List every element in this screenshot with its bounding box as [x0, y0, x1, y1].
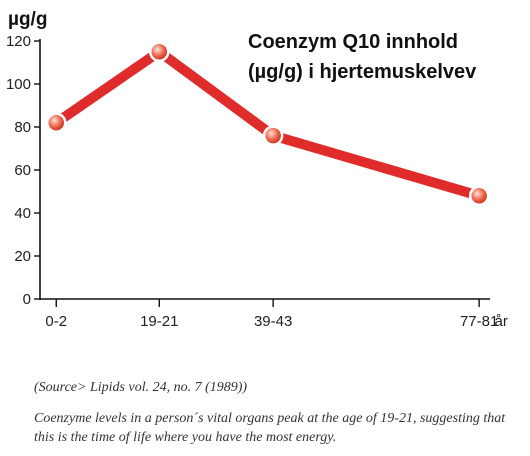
x-tick-label: 77-81: [460, 313, 498, 330]
y-tick-label: 0: [23, 291, 31, 308]
series-coenzyme-q10: [46, 41, 490, 207]
x-tick-label: 19-21: [140, 313, 178, 330]
x-tick-label: 0-2: [45, 313, 67, 330]
data-point: [46, 112, 67, 133]
source-note: (Source> Lipids vol. 24, no. 7 (1989)): [34, 380, 248, 395]
y-tick-label: 20: [14, 248, 31, 265]
x-tick-label: 39-43: [254, 313, 292, 330]
chart-title-line-1: Coenzym Q10 innhold: [248, 31, 458, 53]
y-tick-label: 120: [6, 33, 31, 50]
data-point: [468, 185, 490, 207]
y-tick-label: 100: [6, 76, 31, 93]
y-tick-label: 40: [14, 205, 31, 222]
data-point: [262, 125, 284, 146]
data-point: [149, 41, 170, 62]
x-axis-unit-label: år: [494, 313, 507, 330]
chart-title-line-2: (µg/g) i hjertemuskelvev: [248, 61, 477, 83]
y-tick-label: 80: [14, 119, 31, 136]
line-chart: µg/g Coenzym Q10 innhold (µg/g) i hjerte…: [6, 9, 508, 330]
y-axis-unit-label: µg/g: [8, 9, 47, 30]
series-line: [51, 46, 485, 201]
caption-text: Coenzyme levels in a person´s vital orga…: [34, 411, 506, 445]
y-tick-label: 60: [14, 162, 31, 179]
